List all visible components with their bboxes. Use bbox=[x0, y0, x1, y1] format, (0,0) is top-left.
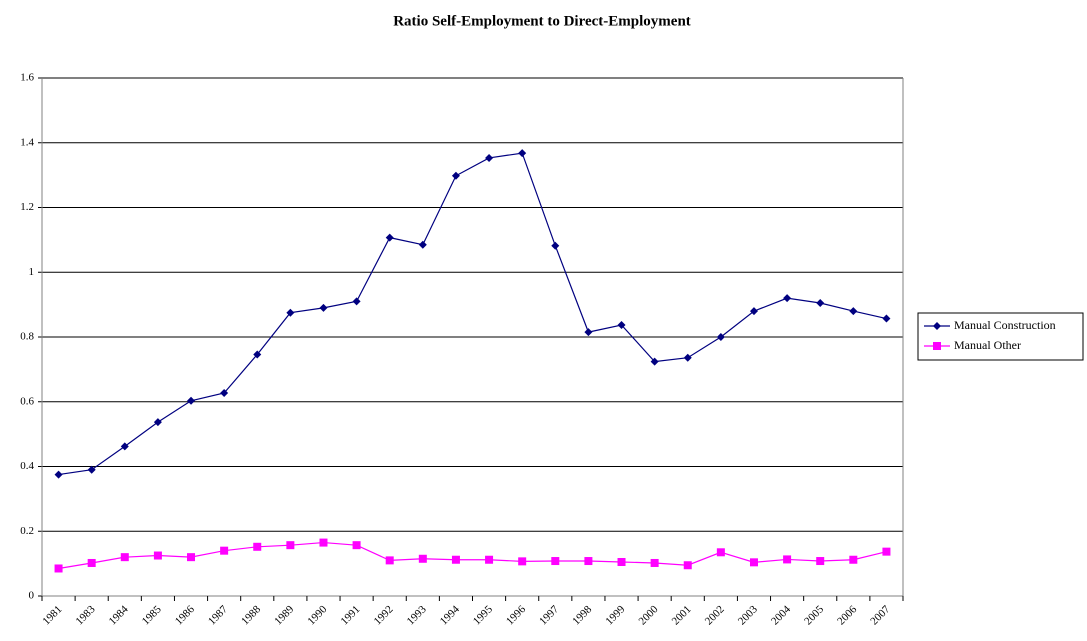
marker bbox=[584, 328, 593, 337]
marker bbox=[749, 307, 758, 316]
x-tick-label: 1996 bbox=[504, 603, 528, 627]
marker bbox=[286, 541, 295, 550]
marker bbox=[617, 321, 626, 330]
x-tick-label: 2002 bbox=[703, 603, 727, 627]
marker bbox=[716, 333, 725, 341]
x-tick-label: 2005 bbox=[802, 603, 826, 627]
x-tick-label: 1997 bbox=[537, 603, 561, 627]
marker bbox=[451, 171, 460, 180]
x-tick-label: 1993 bbox=[405, 603, 429, 627]
x-tick-label: 1995 bbox=[471, 603, 495, 627]
x-tick-label: 2007 bbox=[868, 603, 892, 627]
x-tick-label: 2004 bbox=[769, 603, 793, 627]
marker bbox=[286, 308, 295, 317]
marker bbox=[220, 389, 229, 398]
marker bbox=[783, 555, 792, 564]
marker bbox=[319, 538, 328, 547]
marker bbox=[485, 153, 494, 162]
y-tick-label: 1 bbox=[29, 266, 35, 278]
marker bbox=[187, 396, 196, 405]
marker bbox=[683, 561, 692, 570]
legend-box bbox=[917, 312, 1084, 361]
marker bbox=[120, 442, 129, 451]
marker bbox=[551, 557, 560, 566]
x-tick-label: 1989 bbox=[272, 603, 296, 627]
marker bbox=[253, 350, 262, 359]
marker bbox=[882, 547, 891, 556]
marker bbox=[120, 553, 129, 562]
marker bbox=[933, 322, 941, 330]
y-tick-label: 0.4 bbox=[20, 460, 34, 472]
x-tick-label: 1990 bbox=[305, 603, 329, 627]
x-tick-label: 1986 bbox=[173, 603, 197, 627]
series-line bbox=[58, 541, 887, 570]
chart-title: Ratio Self-Employment to Direct-Employme… bbox=[393, 13, 691, 29]
marker bbox=[153, 418, 162, 427]
x-tick-label: 2000 bbox=[637, 603, 661, 627]
marker bbox=[650, 558, 659, 567]
y-tick-label: 0 bbox=[29, 590, 35, 602]
y-tick-label: 0.6 bbox=[20, 395, 34, 407]
marker bbox=[87, 558, 96, 567]
y-tick-label: 1.4 bbox=[20, 136, 34, 148]
marker bbox=[816, 557, 825, 566]
marker bbox=[385, 556, 394, 565]
x-tick-label: 1983 bbox=[74, 603, 98, 627]
marker bbox=[54, 564, 63, 573]
marker bbox=[518, 557, 527, 566]
x-tick-label: 1985 bbox=[140, 603, 164, 627]
x-tick-label: 1984 bbox=[107, 603, 131, 627]
marker bbox=[220, 546, 229, 555]
marker bbox=[849, 307, 858, 316]
marker bbox=[849, 555, 858, 564]
x-tick-label: 1998 bbox=[570, 603, 594, 627]
marker bbox=[882, 314, 891, 323]
marker bbox=[584, 557, 593, 566]
y-tick-label: 1.6 bbox=[20, 72, 34, 84]
marker bbox=[54, 470, 63, 479]
marker bbox=[485, 555, 494, 564]
y-tick-label: 0.2 bbox=[20, 525, 34, 537]
legend-label: Manual Other bbox=[954, 338, 1021, 352]
x-tick-label: 2003 bbox=[736, 603, 760, 627]
marker bbox=[153, 551, 162, 560]
marker bbox=[933, 342, 941, 350]
x-tick-label: 1992 bbox=[372, 603, 396, 627]
marker bbox=[749, 558, 758, 567]
marker bbox=[385, 233, 394, 242]
marker bbox=[451, 555, 460, 564]
marker bbox=[352, 297, 361, 306]
y-tick-label: 1.2 bbox=[20, 201, 34, 213]
marker bbox=[551, 241, 560, 250]
marker bbox=[617, 558, 626, 567]
marker bbox=[783, 294, 792, 303]
x-tick-label: 1981 bbox=[40, 603, 64, 627]
legend-label: Manual Construction bbox=[954, 318, 1056, 332]
marker bbox=[319, 303, 328, 312]
marker bbox=[518, 149, 527, 158]
marker bbox=[352, 541, 361, 550]
x-tick-label: 2001 bbox=[670, 603, 694, 627]
marker bbox=[87, 465, 96, 474]
marker bbox=[418, 554, 427, 563]
x-tick-label: 1999 bbox=[603, 603, 627, 627]
y-tick-label: 0.8 bbox=[20, 331, 34, 343]
x-tick-label: 2006 bbox=[835, 603, 859, 627]
marker bbox=[650, 357, 659, 366]
marker bbox=[253, 542, 262, 551]
marker bbox=[187, 553, 196, 562]
series-line bbox=[58, 152, 887, 476]
x-tick-label: 1991 bbox=[338, 603, 362, 627]
x-tick-label: 1987 bbox=[206, 603, 230, 627]
x-tick-label: 1994 bbox=[438, 603, 462, 627]
x-tick-label: 1988 bbox=[239, 603, 263, 627]
marker bbox=[418, 240, 427, 249]
marker bbox=[816, 299, 825, 308]
marker bbox=[683, 353, 692, 362]
marker bbox=[716, 548, 725, 557]
